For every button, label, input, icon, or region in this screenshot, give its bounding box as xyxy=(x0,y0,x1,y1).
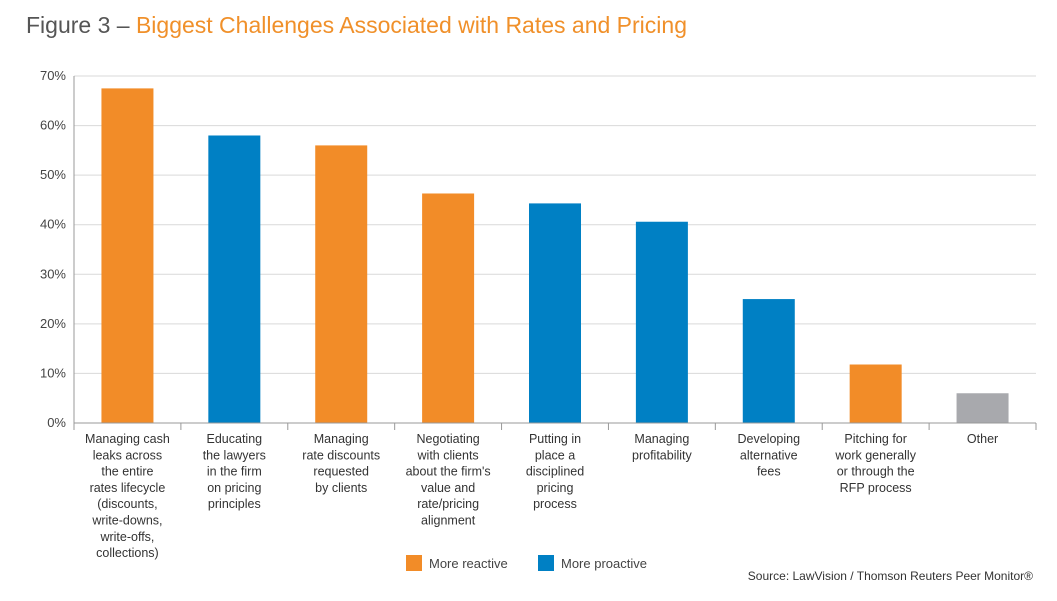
x-category-label-line: principles xyxy=(208,497,261,511)
x-category-label-line: rate discounts xyxy=(302,448,380,462)
y-tick-label: 60% xyxy=(40,118,66,133)
y-tick-label: 70% xyxy=(40,68,66,83)
x-category-label-line: Pitching for xyxy=(844,432,907,446)
x-category-label: Putting in place a disciplined pricing proce… xyxy=(526,432,584,511)
x-category-label-line: write-offs, xyxy=(99,530,154,544)
chart-title: Figure 3 – Biggest Challenges Associated… xyxy=(26,12,687,39)
bar xyxy=(742,299,795,423)
bars xyxy=(101,88,1009,424)
x-category-label-line: value and xyxy=(421,481,475,495)
y-tick-label: 20% xyxy=(40,316,66,331)
x-category-label-line: profitability xyxy=(632,448,692,462)
x-category-label: Managing rate discounts requested by client… xyxy=(302,432,380,495)
x-category-label-line: Managing xyxy=(634,432,689,446)
x-category-label-line: on pricing xyxy=(207,481,261,495)
x-category-label-line: in the firm xyxy=(207,465,262,479)
bar xyxy=(849,364,902,423)
legend-swatch xyxy=(538,555,554,571)
x-category-label-line: requested xyxy=(313,465,369,479)
x-category-label-line: the entire xyxy=(101,465,153,479)
x-category-label-line: pricing xyxy=(537,481,574,495)
x-category-label-line: or through the xyxy=(837,465,915,479)
bar xyxy=(529,203,581,423)
x-category-label-line: (discounts, xyxy=(97,497,157,511)
bar xyxy=(422,193,475,423)
bar xyxy=(208,135,261,423)
x-category-label-line: by clients xyxy=(315,481,367,495)
x-category-label-line: disciplined xyxy=(526,465,584,479)
x-category-label-line: Other xyxy=(967,432,998,446)
y-tick-label: 40% xyxy=(40,217,66,232)
x-category-label-line: leaks across xyxy=(93,448,162,462)
x-category-label-line: alternative xyxy=(740,448,798,462)
legend-swatch xyxy=(406,555,422,571)
x-category-label-line: the lawyers xyxy=(203,448,266,462)
x-category-label-line: write-downs, xyxy=(91,514,162,528)
x-category-label-line: Negotiating xyxy=(416,432,479,446)
x-category-label: Managing profitability xyxy=(632,432,692,462)
x-category-label: Negotiating with clients about the firm's v… xyxy=(406,432,491,528)
y-tick-label: 10% xyxy=(40,365,66,380)
x-category-label-line: work generally xyxy=(834,448,916,462)
x-category-label-line: Managing cash xyxy=(85,432,170,446)
x-category-label: Developing alternative fees xyxy=(738,432,801,479)
x-category-label-line: Developing xyxy=(738,432,801,446)
legend-label: More proactive xyxy=(561,556,647,571)
y-tick-label: 30% xyxy=(40,266,66,281)
bar xyxy=(956,393,1009,423)
y-tick-label: 50% xyxy=(40,167,66,182)
bar xyxy=(635,221,688,423)
figure-title: Biggest Challenges Associated with Rates… xyxy=(135,12,687,38)
x-category-label: Educating the lawyers in the firm on pricin… xyxy=(203,432,266,511)
legend: More reactive More proactive xyxy=(406,555,647,571)
x-category-label-line: rate/pricing xyxy=(417,497,479,511)
x-category-label-line: Educating xyxy=(207,432,263,446)
x-category-label: Other xyxy=(967,432,998,446)
x-category-label-line: with clients xyxy=(417,448,479,462)
x-category-label-line: collections) xyxy=(96,546,159,560)
y-tick-label: 0% xyxy=(47,415,66,430)
bar xyxy=(315,145,368,423)
x-category-label: Pitching for work generally or through the… xyxy=(834,432,916,495)
x-category-label: Managing cash leaks across the entire rates… xyxy=(85,432,170,560)
x-category-label-line: alignment xyxy=(421,514,476,528)
x-category-label-line: rates lifecycle xyxy=(90,481,166,495)
x-category-label-line: process xyxy=(533,497,577,511)
x-category-label-line: fees xyxy=(757,465,781,479)
x-category-label-line: Managing xyxy=(314,432,369,446)
x-category-label-line: Putting in xyxy=(529,432,581,446)
legend-label: More reactive xyxy=(429,556,508,571)
x-axis: Managing cash leaks across the entire rates… xyxy=(73,422,1037,560)
y-axis: 0% 10% 20% 30% 40% 50% 60% 70% xyxy=(40,68,75,430)
x-category-label-line: place a xyxy=(535,448,575,462)
source-note: Source: LawVision / Thomson Reuters Peer… xyxy=(747,569,1033,583)
x-category-label-line: about the firm's xyxy=(406,465,491,479)
x-category-label-line: RFP process xyxy=(840,481,912,495)
figure-number: Figure 3 – xyxy=(26,12,136,38)
bar xyxy=(101,88,154,424)
